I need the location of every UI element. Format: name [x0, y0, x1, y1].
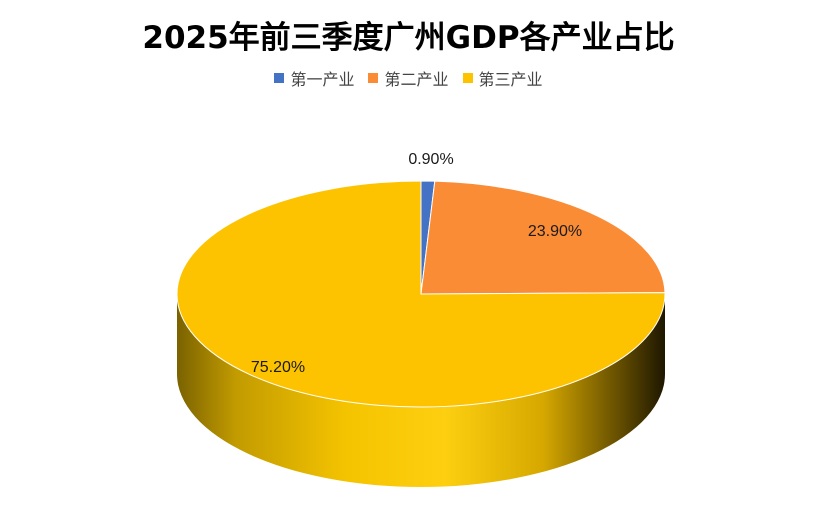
pie-slice-secondary — [420, 180, 666, 295]
legend-label-secondary: 第二产业 — [384, 70, 449, 89]
legend-item-tertiary: 第三产业 — [462, 66, 543, 90]
data-label-tertiary: 75.20% — [251, 359, 305, 376]
chart-title: 2025年前三季度广州GDP各产业占比 — [142, 20, 675, 56]
pie-top-layer — [176, 180, 666, 408]
legend-item-secondary: 第二产业 — [368, 66, 449, 90]
data-label-secondary: 23.90% — [528, 223, 582, 240]
legend-swatch-secondary — [368, 73, 379, 83]
chart-legend: 第一产业 第二产业 第三产业 — [0, 66, 817, 90]
legend-label-primary: 第一产业 — [290, 70, 355, 89]
data-label-primary: 0.90% — [408, 151, 453, 168]
pie-slice-tertiary — [176, 180, 666, 408]
legend-item-primary: 第一产业 — [274, 66, 354, 90]
legend-label-tertiary: 第三产业 — [478, 70, 543, 89]
pie-side-layer — [177, 294, 665, 487]
legend-swatch-primary — [274, 73, 285, 83]
pie-label-layer: 0.90% 23.90% 75.20% — [251, 151, 582, 376]
pie-side-tertiary — [177, 294, 665, 487]
legend-swatch-tertiary — [462, 73, 473, 83]
